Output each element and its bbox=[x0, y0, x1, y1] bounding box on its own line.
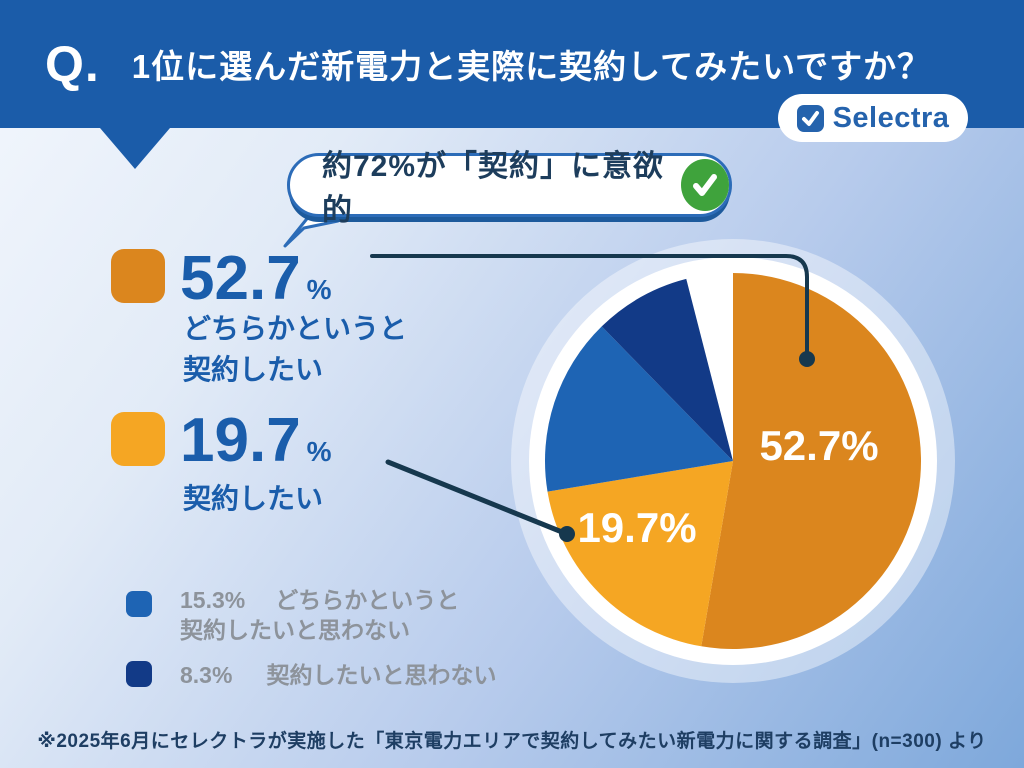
selectra-logo-text: Selectra bbox=[832, 101, 950, 134]
pie-slice-1 bbox=[547, 461, 733, 647]
legend-line: 契約したいと思わない bbox=[180, 617, 410, 643]
question-header: Q. 1位に選んだ新電力と実際に契約してみたいですか？ bbox=[0, 0, 1024, 128]
selectra-check-icon bbox=[796, 104, 824, 132]
legend-swatch-amber bbox=[111, 412, 165, 466]
selectra-logo-badge: Selectra bbox=[778, 94, 968, 142]
legend-value-number: 19.7 bbox=[180, 406, 301, 475]
legend-line: 8.3% 契約したいと思わない bbox=[180, 660, 496, 690]
connector-line-19-7 bbox=[385, 459, 565, 535]
legend-swatch-orange bbox=[111, 249, 165, 303]
legend-value-19-7: 19.7% bbox=[180, 410, 332, 483]
legend-swatch-blue bbox=[126, 591, 152, 617]
legend-label-part: 契約したいと思わない bbox=[266, 662, 497, 688]
legend-line: 15.3% どちらかというと bbox=[180, 585, 459, 615]
header-notch-triangle bbox=[100, 128, 170, 169]
legend-value-8-3: 8.3% bbox=[180, 662, 233, 688]
legend-label-19-7: 契約したい bbox=[183, 478, 323, 519]
legend-item-15-3: 15.3% どちらかというと 契約したいと思わない bbox=[180, 585, 459, 645]
legend-label-line: 契約したい bbox=[183, 354, 324, 385]
legend-value-15-3: 15.3% bbox=[180, 587, 246, 613]
connector-dot-52-7 bbox=[799, 351, 815, 367]
legend-item-8-3: 8.3% 契約したいと思わない bbox=[180, 660, 496, 690]
legend-label-line: どちらかというと bbox=[183, 313, 408, 344]
question-title: 1位に選んだ新電力と実際に契約してみたいですか？ bbox=[131, 48, 932, 85]
green-check-icon bbox=[680, 159, 729, 211]
legend-value-unit: % bbox=[306, 436, 332, 467]
legend-swatch-navy bbox=[126, 661, 152, 687]
pie-slice-label-19-7: 19.7% bbox=[577, 504, 697, 551]
pie-slice-3 bbox=[601, 278, 733, 461]
legend-value-52-7: 52.7% bbox=[180, 248, 332, 321]
question-q-mark: Q. bbox=[45, 36, 100, 92]
connector-line-52-7 bbox=[370, 254, 809, 354]
pie-slice-2 bbox=[544, 326, 733, 492]
legend-label-part: どちらかというと bbox=[275, 587, 460, 613]
legend-label-52-7: どちらかというと 契約したい bbox=[183, 308, 407, 390]
survey-source-footnote: ※2025年6月にセレクトラが実施した「東京電力エリアで契約してみたい新電力に関… bbox=[37, 731, 987, 752]
callout-text: 約72%が「契約」に意欲的 bbox=[322, 150, 665, 227]
legend-value-number: 52.7 bbox=[180, 244, 301, 313]
pie-slice-label-52-7: 52.7% bbox=[759, 422, 879, 469]
legend-value-unit: % bbox=[306, 274, 332, 305]
callout-bubble: 約72%が「契約」に意欲的 bbox=[287, 150, 732, 227]
legend-label-line: 契約したい bbox=[183, 483, 324, 514]
